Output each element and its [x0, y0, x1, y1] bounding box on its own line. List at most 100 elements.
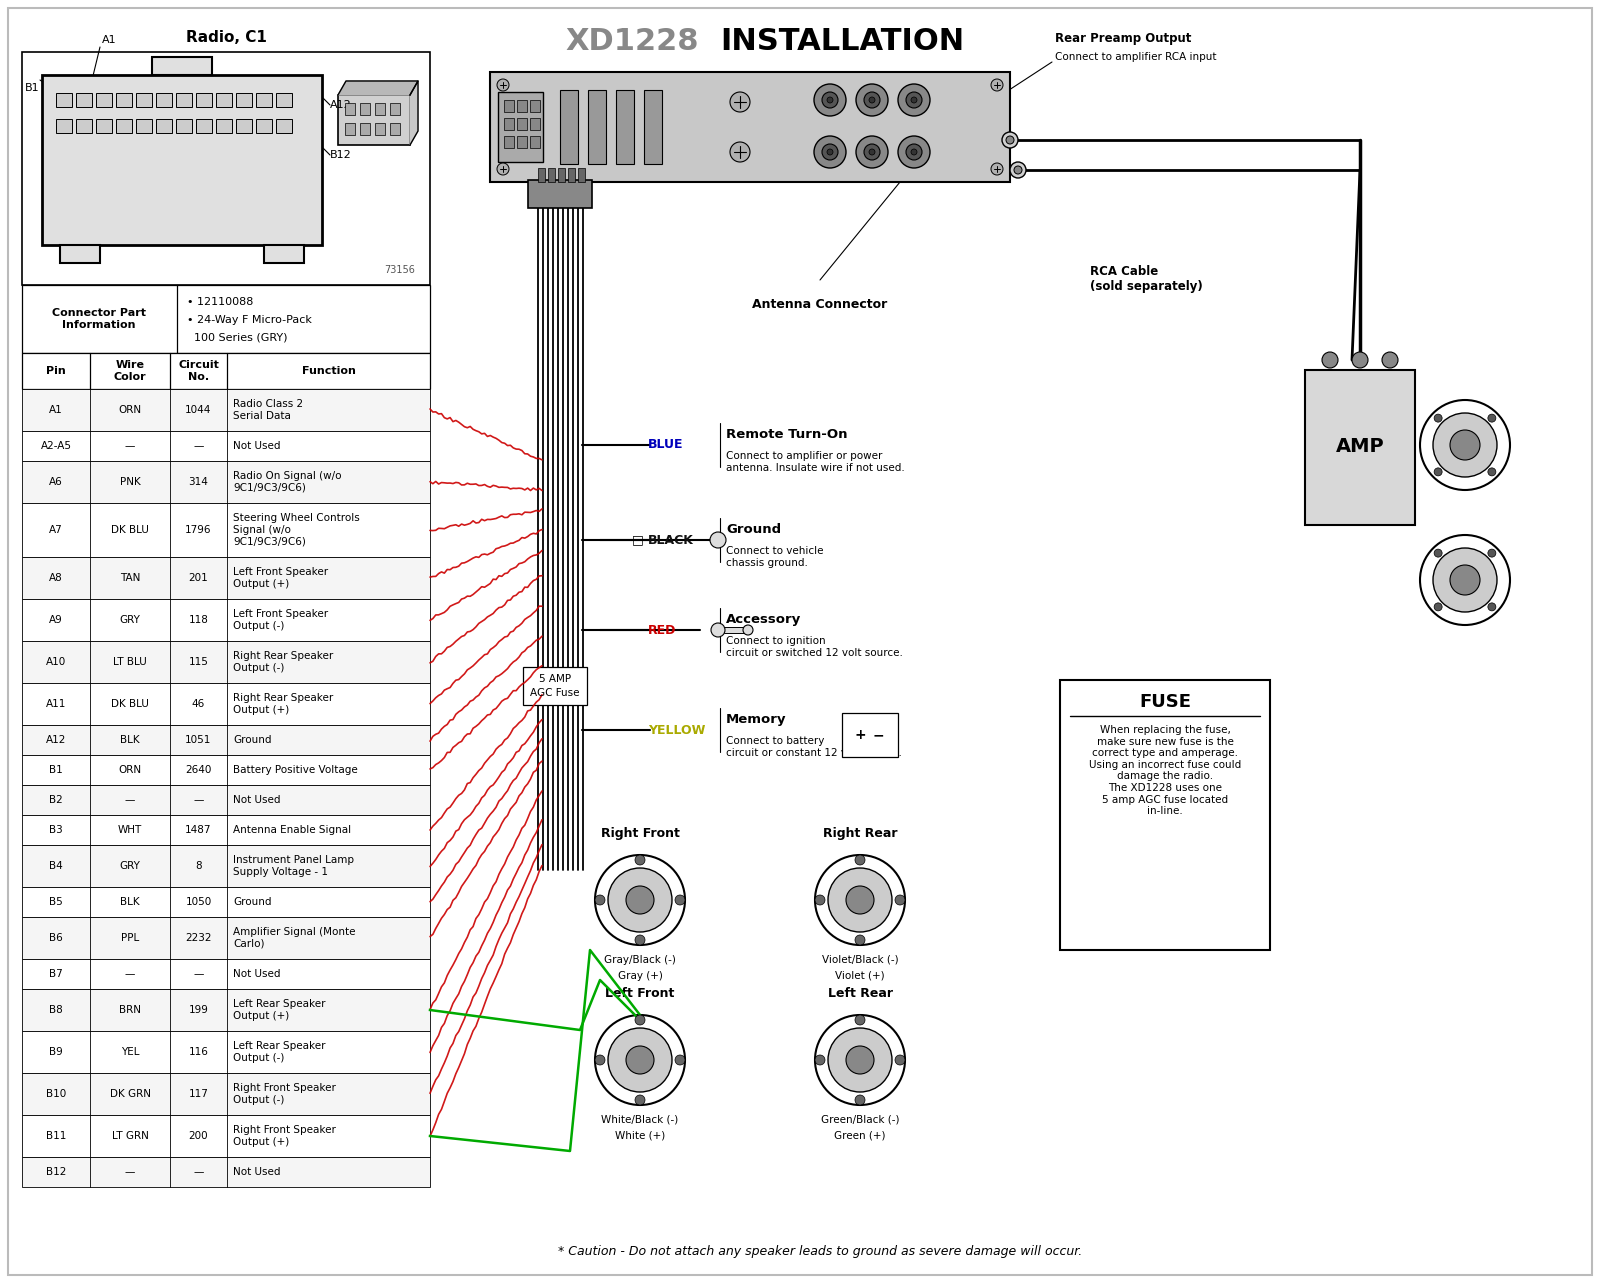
Text: —: —: [125, 441, 134, 452]
Text: 100 Series (GRY): 100 Series (GRY): [187, 334, 288, 343]
Text: BLK: BLK: [120, 735, 139, 745]
Text: Connector Part
Information: Connector Part Information: [51, 308, 146, 330]
Circle shape: [1434, 549, 1442, 557]
Circle shape: [829, 869, 893, 931]
Circle shape: [1006, 136, 1014, 144]
FancyBboxPatch shape: [56, 119, 72, 133]
Text: —: —: [194, 441, 203, 452]
FancyBboxPatch shape: [390, 123, 400, 135]
Text: Right Front: Right Front: [600, 828, 680, 840]
FancyBboxPatch shape: [616, 90, 634, 164]
Text: ORN: ORN: [118, 765, 141, 775]
Text: B12: B12: [46, 1168, 66, 1177]
FancyBboxPatch shape: [237, 92, 253, 106]
Text: B8: B8: [50, 1005, 62, 1015]
FancyBboxPatch shape: [723, 627, 746, 633]
Text: Antenna Enable Signal: Antenna Enable Signal: [234, 825, 350, 835]
Circle shape: [854, 1094, 866, 1105]
Text: AMP: AMP: [1336, 438, 1384, 457]
Text: GRY: GRY: [120, 615, 141, 625]
Text: Memory: Memory: [726, 713, 787, 726]
FancyBboxPatch shape: [256, 92, 272, 106]
Text: —: —: [125, 795, 134, 804]
Text: Accessory: Accessory: [726, 613, 802, 626]
FancyBboxPatch shape: [176, 92, 192, 106]
Text: Pin: Pin: [46, 366, 66, 376]
Circle shape: [710, 532, 726, 548]
Text: B2: B2: [50, 795, 62, 804]
FancyBboxPatch shape: [216, 119, 232, 133]
FancyBboxPatch shape: [277, 119, 291, 133]
FancyBboxPatch shape: [504, 118, 514, 130]
Circle shape: [864, 144, 880, 160]
Circle shape: [846, 887, 874, 913]
Circle shape: [846, 1046, 874, 1074]
Text: B11: B11: [46, 1132, 66, 1141]
Text: 2640: 2640: [186, 765, 211, 775]
FancyBboxPatch shape: [22, 599, 430, 642]
FancyBboxPatch shape: [277, 92, 291, 106]
Text: INSTALLATION: INSTALLATION: [720, 27, 965, 56]
Circle shape: [990, 163, 1003, 174]
Text: Not Used: Not Used: [234, 969, 280, 979]
Text: BRN: BRN: [118, 1005, 141, 1015]
Text: LT GRN: LT GRN: [112, 1132, 149, 1141]
FancyBboxPatch shape: [338, 95, 410, 145]
Circle shape: [1421, 535, 1510, 625]
Circle shape: [675, 896, 685, 905]
Circle shape: [814, 1015, 906, 1105]
Text: 117: 117: [189, 1089, 208, 1100]
FancyBboxPatch shape: [22, 1157, 430, 1187]
Circle shape: [854, 935, 866, 946]
FancyBboxPatch shape: [504, 136, 514, 148]
Text: 1050: 1050: [186, 897, 211, 907]
Circle shape: [864, 92, 880, 108]
FancyBboxPatch shape: [568, 168, 574, 182]
Circle shape: [854, 854, 866, 865]
Text: DK BLU: DK BLU: [110, 525, 149, 535]
FancyBboxPatch shape: [22, 503, 430, 557]
FancyBboxPatch shape: [1059, 680, 1270, 949]
Circle shape: [1434, 468, 1442, 476]
Text: FUSE: FUSE: [1139, 693, 1190, 711]
FancyBboxPatch shape: [360, 103, 370, 115]
Text: —: —: [125, 1168, 134, 1177]
FancyBboxPatch shape: [360, 123, 370, 135]
Circle shape: [854, 1015, 866, 1025]
Circle shape: [856, 83, 888, 115]
Circle shape: [1434, 414, 1442, 422]
Text: RCA Cable
(sold separately): RCA Cable (sold separately): [1090, 266, 1203, 293]
Text: PNK: PNK: [120, 477, 141, 488]
Circle shape: [626, 887, 654, 913]
Text: Gray/Black (-): Gray/Black (-): [605, 955, 675, 965]
FancyBboxPatch shape: [157, 92, 173, 106]
Circle shape: [910, 149, 917, 155]
Circle shape: [635, 1015, 645, 1025]
Circle shape: [814, 1055, 826, 1065]
Circle shape: [1434, 548, 1498, 612]
Text: ORN: ORN: [118, 405, 141, 414]
Text: AGC Fuse: AGC Fuse: [530, 688, 579, 698]
FancyBboxPatch shape: [237, 119, 253, 133]
Circle shape: [856, 136, 888, 168]
Text: 200: 200: [189, 1132, 208, 1141]
Text: Left Front: Left Front: [605, 987, 675, 999]
Text: □: □: [632, 534, 643, 547]
Text: Battery Positive Voltage: Battery Positive Voltage: [234, 765, 358, 775]
Text: Gray (+): Gray (+): [618, 971, 662, 981]
Circle shape: [1450, 565, 1480, 595]
FancyBboxPatch shape: [498, 92, 542, 162]
Circle shape: [869, 149, 875, 155]
Text: Left Front Speaker
Output (+): Left Front Speaker Output (+): [234, 567, 328, 589]
Polygon shape: [410, 81, 418, 145]
Text: Right Front Speaker
Output (-): Right Front Speaker Output (-): [234, 1083, 336, 1105]
FancyBboxPatch shape: [523, 667, 587, 704]
Circle shape: [1421, 400, 1510, 490]
Text: Violet/Black (-): Violet/Black (-): [822, 955, 898, 965]
FancyBboxPatch shape: [22, 1073, 430, 1115]
FancyBboxPatch shape: [558, 168, 565, 182]
Polygon shape: [338, 81, 418, 95]
FancyBboxPatch shape: [256, 119, 272, 133]
Text: Left Rear Speaker
Output (+): Left Rear Speaker Output (+): [234, 999, 325, 1021]
Circle shape: [1450, 430, 1480, 461]
